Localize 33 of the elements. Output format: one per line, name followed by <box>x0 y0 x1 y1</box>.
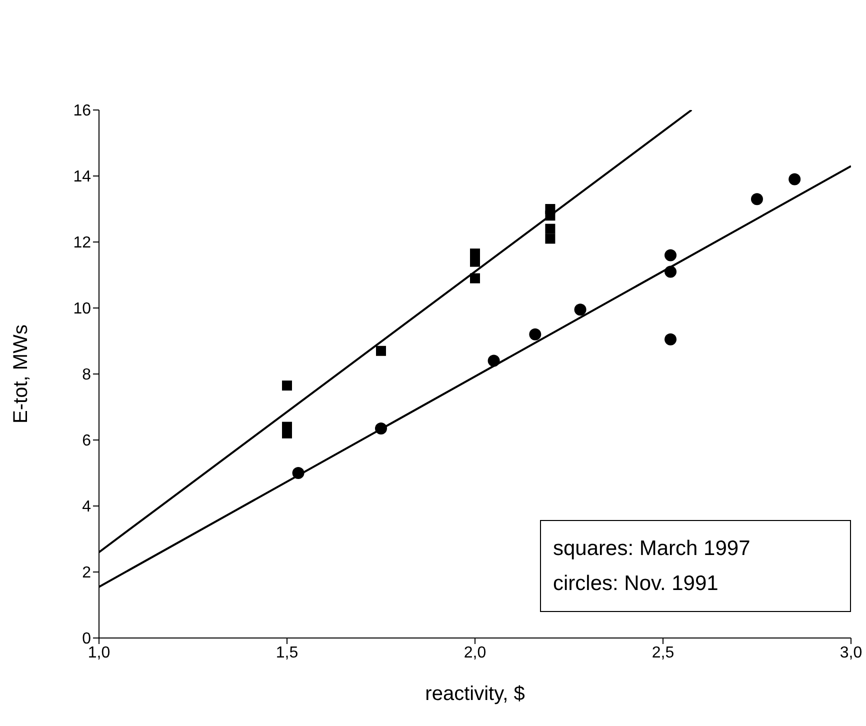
point <box>788 173 801 186</box>
point <box>664 249 677 262</box>
point <box>574 304 586 316</box>
x-axis-title: reactivity, $ <box>425 683 525 705</box>
point <box>282 380 292 391</box>
annotation: squares: March 1997 <box>553 536 752 562</box>
y-tick-label: 8 <box>82 366 92 384</box>
point <box>664 266 677 278</box>
y-axis-title: E-tot, MWs <box>10 324 32 424</box>
point <box>545 204 556 214</box>
point <box>529 328 542 340</box>
x-tick-label: 2,0 <box>464 644 486 662</box>
point <box>375 422 387 434</box>
legend-box: squares: March 1997 circles: Nov. 1991 <box>540 520 851 612</box>
y-tick-label: 14 <box>73 168 92 186</box>
point <box>545 224 556 234</box>
y-tick-label: 12 <box>73 234 92 252</box>
y-tick-label: 10 <box>73 300 92 318</box>
point <box>376 346 386 356</box>
x-tick-label: 2,5 <box>652 644 674 662</box>
x-tick-label: 3,0 <box>840 644 862 662</box>
y-tick-label: 6 <box>82 432 92 450</box>
y-tick-label: 4 <box>82 498 92 516</box>
x-tick-label: 1,5 <box>276 644 298 662</box>
point <box>545 234 556 244</box>
annotation: circles: Nov. 1991 <box>553 571 720 597</box>
y-tick-label: 16 <box>73 102 92 120</box>
y-tick-label: 2 <box>82 564 92 582</box>
point <box>292 467 304 479</box>
point <box>488 354 500 367</box>
point <box>470 273 480 284</box>
point <box>751 193 763 206</box>
point <box>664 333 677 346</box>
